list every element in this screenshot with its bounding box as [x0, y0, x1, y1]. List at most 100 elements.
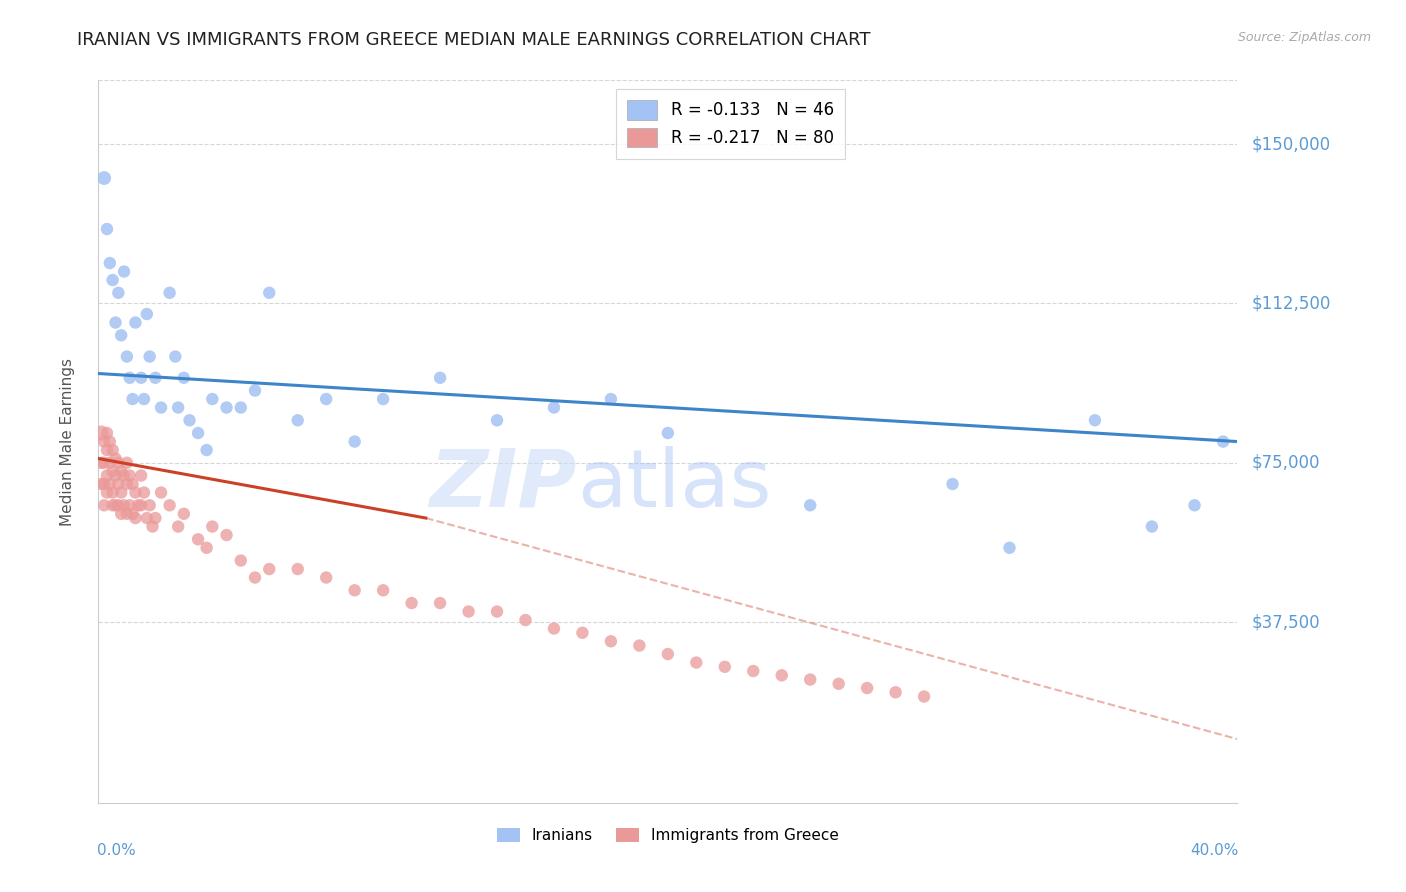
Point: [96, 425, 118, 440]
Point: [104, 316, 127, 330]
Text: 40.0%: 40.0%: [1189, 843, 1239, 857]
Point: [90, 425, 112, 440]
Point: [124, 511, 146, 525]
Point: [121, 392, 143, 406]
Point: [600, 634, 623, 648]
Point: [201, 392, 224, 406]
Point: [173, 371, 195, 385]
Point: [104, 468, 127, 483]
Point: [742, 664, 765, 678]
Point: [159, 498, 181, 512]
Point: [127, 498, 149, 512]
Point: [571, 625, 593, 640]
Text: atlas: atlas: [576, 446, 770, 524]
Point: [600, 392, 623, 406]
Point: [124, 485, 146, 500]
Point: [121, 477, 143, 491]
Text: $37,500: $37,500: [1251, 613, 1320, 632]
Point: [486, 605, 509, 619]
Point: [1084, 413, 1107, 427]
Point: [124, 316, 146, 330]
Point: [132, 485, 155, 500]
Point: [107, 477, 129, 491]
Point: [96, 443, 118, 458]
Point: [628, 639, 651, 653]
Point: [215, 528, 238, 542]
Point: [543, 622, 565, 636]
Point: [259, 285, 281, 300]
Point: [714, 660, 737, 674]
Point: [115, 350, 138, 364]
Point: [159, 285, 181, 300]
Point: [799, 673, 821, 687]
Point: [132, 392, 155, 406]
Point: [150, 485, 173, 500]
Point: [215, 401, 238, 415]
Point: [259, 562, 281, 576]
Point: [107, 285, 129, 300]
Point: [243, 384, 266, 398]
Point: [229, 553, 252, 567]
Legend: Iranians, Immigrants from Greece: Iranians, Immigrants from Greece: [491, 822, 845, 849]
Point: [167, 401, 190, 415]
Point: [93, 498, 115, 512]
Text: $112,500: $112,500: [1251, 294, 1330, 312]
Point: [173, 507, 195, 521]
Point: [135, 511, 157, 525]
Point: [942, 477, 965, 491]
Point: [107, 498, 129, 512]
Point: [101, 464, 124, 478]
Point: [315, 392, 337, 406]
Point: [135, 307, 157, 321]
Point: [187, 425, 209, 440]
Text: IRANIAN VS IMMIGRANTS FROM GREECE MEDIAN MALE EARNINGS CORRELATION CHART: IRANIAN VS IMMIGRANTS FROM GREECE MEDIAN…: [77, 31, 870, 49]
Point: [543, 401, 565, 415]
Y-axis label: Median Male Earnings: Median Male Earnings: [60, 358, 75, 525]
Point: [118, 371, 141, 385]
Point: [145, 511, 167, 525]
Text: 0.0%: 0.0%: [97, 843, 136, 857]
Point: [110, 507, 132, 521]
Point: [110, 328, 132, 343]
Point: [1140, 519, 1163, 533]
Point: [96, 222, 118, 236]
Point: [165, 350, 187, 364]
Point: [90, 477, 112, 491]
Point: [685, 656, 707, 670]
Point: [129, 498, 152, 512]
Point: [201, 519, 224, 533]
Point: [486, 413, 509, 427]
Point: [110, 464, 132, 478]
Point: [515, 613, 537, 627]
Point: [115, 477, 138, 491]
Point: [884, 685, 907, 699]
Point: [195, 443, 218, 458]
Point: [93, 434, 115, 449]
Point: [93, 477, 115, 491]
Point: [141, 519, 163, 533]
Point: [138, 350, 160, 364]
Point: [107, 456, 129, 470]
Text: $150,000: $150,000: [1251, 135, 1330, 153]
Point: [229, 401, 252, 415]
Point: [98, 477, 121, 491]
Point: [287, 562, 309, 576]
Text: $75,000: $75,000: [1251, 454, 1320, 472]
Point: [101, 273, 124, 287]
Point: [121, 507, 143, 521]
Point: [799, 498, 821, 512]
Point: [104, 498, 127, 512]
Point: [657, 647, 679, 661]
Point: [101, 443, 124, 458]
Point: [93, 456, 115, 470]
Point: [243, 570, 266, 584]
Point: [167, 519, 190, 533]
Point: [373, 392, 395, 406]
Point: [179, 413, 201, 427]
Point: [457, 605, 479, 619]
Point: [1184, 498, 1206, 512]
Point: [315, 570, 337, 584]
Point: [138, 498, 160, 512]
Point: [110, 485, 132, 500]
Point: [998, 541, 1021, 555]
